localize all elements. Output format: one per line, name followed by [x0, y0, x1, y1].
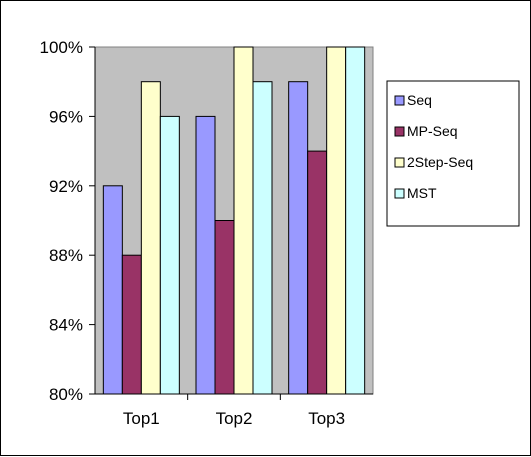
x-tick-label: Top1: [123, 409, 160, 428]
bar-seq-top3: [288, 81, 309, 395]
bar-2step-seq-top1: [140, 81, 161, 395]
y-tick-label: 100%: [40, 38, 83, 57]
legend-box: [386, 80, 520, 227]
bar-mp-seq-top1: [121, 254, 142, 395]
legend-label: MP-Seq: [407, 123, 458, 139]
y-axis-ticks: 80% 84% 88% 92% 96% 100%: [40, 38, 95, 404]
x-tick-label: Top2: [216, 409, 253, 428]
bar-seq-top1: [102, 185, 123, 395]
bar-mst-top1: [159, 115, 180, 395]
legend-label: 2Step-Seq: [407, 154, 473, 170]
bar-seq-top2: [195, 115, 216, 395]
x-axis-ticks: Top1 Top2 Top3: [123, 394, 345, 428]
bars-layer: [102, 46, 366, 395]
bar-mp-seq-top2: [214, 220, 235, 395]
legend-swatch: [394, 188, 405, 199]
y-tick-label: 88%: [49, 246, 83, 265]
bar-mst-top3: [345, 46, 366, 395]
legend-swatch: [394, 157, 405, 168]
bar-mst-top2: [252, 81, 273, 395]
y-tick-label: 84%: [49, 316, 83, 335]
legend-swatch: [394, 95, 405, 106]
y-tick-label: 80%: [49, 385, 83, 404]
legend-label: Seq: [407, 92, 432, 108]
y-tick-label: 96%: [49, 107, 83, 126]
y-tick-label: 92%: [49, 177, 83, 196]
bar-mp-seq-top3: [307, 150, 328, 395]
x-tick-label: Top3: [308, 409, 345, 428]
bar-2step-seq-top2: [233, 46, 254, 395]
legend-label: MST: [407, 185, 437, 201]
legend-swatch: [394, 126, 405, 137]
bar-2step-seq-top3: [326, 46, 347, 395]
legend: Seq MP-Seq 2Step-Seq MST: [386, 80, 520, 227]
